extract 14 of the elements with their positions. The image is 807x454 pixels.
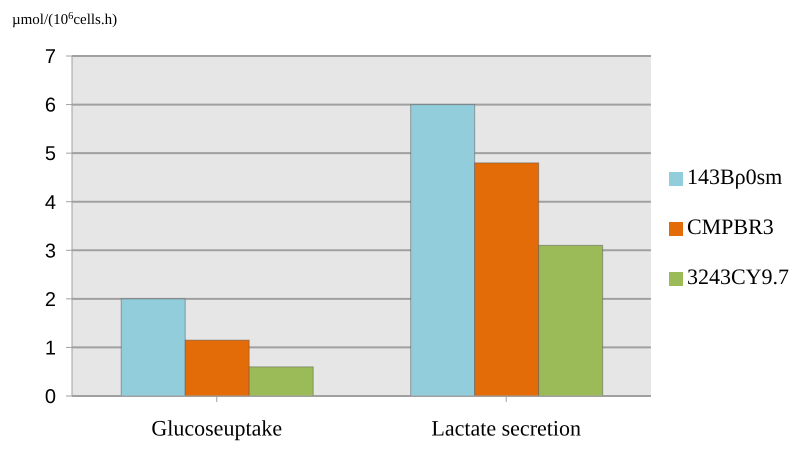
x-tick-label: Glucoseuptake bbox=[151, 416, 282, 441]
y-tick-label: 5 bbox=[44, 143, 56, 166]
y-axis-title: µmol/(10$^{6}$cells.h) bbox=[12, 10, 118, 28]
y-tick-label: 0 bbox=[44, 386, 56, 408]
legend-label: 3243CY9.7 bbox=[686, 264, 789, 289]
y-tick-label: 6 bbox=[44, 94, 56, 117]
legend-label: CMPBR3 bbox=[686, 214, 774, 239]
y-tick-label: 7 bbox=[44, 46, 56, 68]
x-tick-label: Lactate secretion bbox=[431, 416, 582, 441]
legend-label: 143Bρ0sm bbox=[686, 164, 782, 189]
y-tick-label: 4 bbox=[44, 192, 56, 214]
y-tick-label: 1 bbox=[44, 338, 56, 360]
y-tick-label: 3 bbox=[44, 240, 56, 262]
y-tick-label: 2 bbox=[44, 288, 56, 311]
